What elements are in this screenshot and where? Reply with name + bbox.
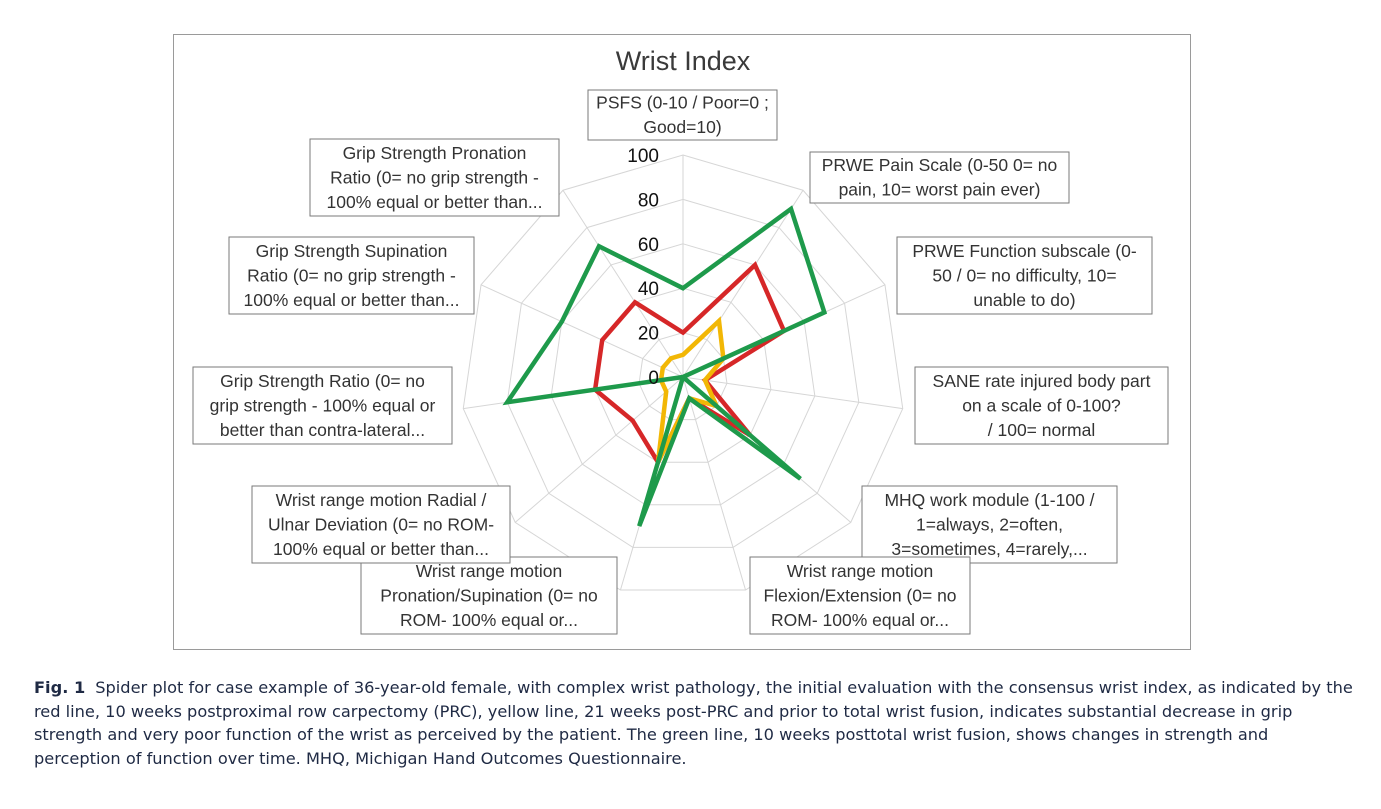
tick-label: 0 — [648, 368, 659, 389]
grid-spoke — [514, 376, 684, 523]
caption-label: Fig. 1 — [34, 678, 86, 697]
axis-label-line: PSFS (0-10 / Poor=0 ; — [596, 93, 769, 113]
axis-label-line: Grip Strength Supination — [256, 241, 448, 261]
axis-label-3: PRWE Function subscale (0- 50 / 0= no dif… — [896, 236, 1153, 315]
axis-label-line: Ulnar Deviation (0= no ROM- — [268, 514, 494, 534]
axis-label-line: Grip Strength Pronation — [343, 143, 527, 163]
axis-label-box — [360, 556, 618, 635]
axis-label-4: SANE rate injured body part on a scale of… — [914, 366, 1169, 445]
axis-label-line: Grip Strength Ratio (0= no — [220, 371, 425, 391]
axis-label-8: Wrist range motion Radial / Ulnar Deviati… — [251, 485, 511, 564]
axis-label-line: 3=sometimes, 4=rarely,... — [891, 539, 1087, 559]
axis-label-line: better than contra-lateral... — [220, 420, 425, 440]
axis-label-line: pain, 10= worst pain ever) — [839, 180, 1041, 200]
axis-label-11: Grip Strength Pronation Ratio (0= no grip… — [309, 138, 560, 217]
axis-labels: PSFS (0-10 / Poor=0 ; Good=10) PRWE Pain S… — [192, 89, 1169, 635]
axis-label-line: ROM- 100% equal or... — [400, 610, 578, 630]
caption-text: Spider plot for case example of 36-year-… — [34, 678, 1353, 768]
axis-label-box — [587, 89, 778, 141]
figure-caption: Fig. 1 Spider plot for case example of 36… — [34, 676, 1354, 770]
axis-label-line: Good=10) — [643, 117, 721, 137]
radar-series — [502, 205, 828, 527]
axis-label-10: Grip Strength Supination Ratio (0= no gri… — [228, 236, 475, 315]
chart-title: Wrist Index — [616, 46, 751, 76]
axis-label-line: 50 / 0= no difficulty, 10= — [932, 265, 1116, 285]
axis-label-line: Ratio (0= no grip strength - — [330, 167, 539, 187]
axis-label-line: Ratio (0= no grip strength - — [247, 265, 456, 285]
axis-label-box — [309, 138, 560, 217]
axis-label-9: Grip Strength Ratio (0= no grip strength … — [192, 366, 453, 445]
axis-label-box — [896, 236, 1153, 315]
axis-label-5: MHQ work module (1-100 / 1=always, 2=ofte… — [861, 485, 1118, 564]
axis-label-box — [228, 236, 475, 315]
grid-spoke — [480, 284, 684, 378]
tick-label: 60 — [638, 235, 659, 256]
axis-label-1: PSFS (0-10 / Poor=0 ; Good=10) — [587, 89, 778, 141]
axis-label-line: 100% equal or better than... — [244, 290, 460, 310]
axis-label-box — [861, 485, 1118, 564]
grid-ring-80 — [506, 198, 860, 548]
axis-label-line: SANE rate injured body part — [933, 371, 1151, 391]
grid-spoke — [682, 189, 804, 378]
axis-label-box — [192, 366, 453, 445]
axis-label-line: Flexion/Extension (0= no — [763, 585, 956, 605]
grid-spoke — [562, 189, 684, 378]
axis-label-7: Wrist range motion Pronation/Supination (… — [360, 556, 618, 635]
axis-label-box — [749, 556, 971, 635]
axis-label-line: Pronation/Supination (0= no — [380, 585, 597, 605]
grid-spoke — [682, 376, 747, 591]
axis-label-box — [914, 366, 1169, 445]
axis-label-line: 100% equal or better than... — [327, 192, 543, 212]
axis-label-line: grip strength - 100% equal or — [210, 395, 436, 415]
tick-label: 40 — [638, 279, 659, 300]
axis-label-line: on a scale of 0-100? — [962, 395, 1121, 415]
axis-label-line: Wrist range motion — [416, 561, 563, 581]
axis-label-6: Wrist range motion Flexion/Extension (0= … — [749, 556, 971, 635]
axis-label-box — [251, 485, 511, 564]
grid-spoke — [682, 376, 903, 410]
axis-label-line: Wrist range motion — [787, 561, 934, 581]
axis-label-line: 1=always, 2=often, — [916, 514, 1063, 534]
axis-label-line: unable to do) — [973, 290, 1075, 310]
axis-label-line: PRWE Pain Scale (0-50 0= no — [822, 155, 1058, 175]
grid-ring-100 — [462, 154, 904, 591]
axis-label-line: ROM- 100% equal or... — [771, 610, 949, 630]
series-line-1 — [592, 261, 787, 467]
series-line-2 — [655, 316, 726, 464]
grid-ring-60 — [550, 243, 816, 506]
axis-label-box — [809, 151, 1070, 204]
axis-label-line: 100% equal or better than... — [273, 539, 489, 559]
tick-label: 80 — [638, 190, 659, 211]
axis-label-line: MHQ work module (1-100 / — [884, 490, 1094, 510]
tick-label: 20 — [638, 324, 659, 345]
tick-label: 100 — [627, 146, 659, 167]
axis-label-2: PRWE Pain Scale (0-50 0= no pain, 10= wor… — [809, 151, 1070, 204]
axis-label-line: / 100= normal — [988, 420, 1096, 440]
axis-label-line: PRWE Function subscale (0- — [912, 241, 1137, 261]
axis-label-line: Wrist range motion Radial / — [276, 490, 487, 510]
radial-ticks: 0 20 40 60 80 100 — [627, 146, 659, 389]
series-line-3 — [502, 205, 828, 527]
